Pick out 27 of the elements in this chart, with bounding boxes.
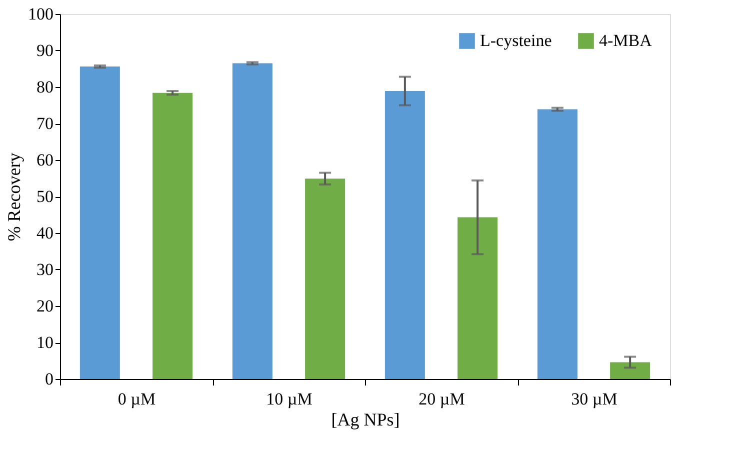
x-tick-label: 20 µM — [418, 390, 465, 408]
bar — [152, 92, 193, 379]
x-tick-label: 30 µM — [571, 390, 618, 408]
y-tick-label: 40 — [36, 224, 54, 242]
x-tick-label: 10 µM — [266, 390, 312, 408]
legend-label: L-cysteine — [480, 31, 552, 50]
y-tick-label: 80 — [36, 78, 54, 96]
y-tick-label: 0 — [45, 370, 54, 388]
bar — [232, 63, 272, 379]
x-tick-label: 0 µM — [118, 390, 156, 408]
y-tick-label: 60 — [36, 150, 54, 170]
y-tick-label: 20 — [36, 296, 54, 316]
y-tick-label: 30 — [36, 260, 54, 279]
y-tick-label: 10 — [36, 333, 54, 352]
bar — [305, 178, 346, 379]
bar — [80, 66, 120, 379]
bar — [384, 91, 425, 379]
bar — [610, 362, 650, 379]
x-axis-title: [Ag NPs] — [331, 410, 400, 430]
y-tick-label: 70 — [36, 114, 54, 133]
legend-label: 4-MBA — [599, 31, 653, 50]
y-tick-label: 50 — [36, 187, 54, 206]
bar — [458, 217, 498, 379]
y-tick-label: 90 — [36, 41, 54, 60]
y-axis-title: % Recovery — [4, 152, 24, 242]
bar — [537, 109, 578, 379]
y-tick-label: 100 — [28, 4, 54, 24]
